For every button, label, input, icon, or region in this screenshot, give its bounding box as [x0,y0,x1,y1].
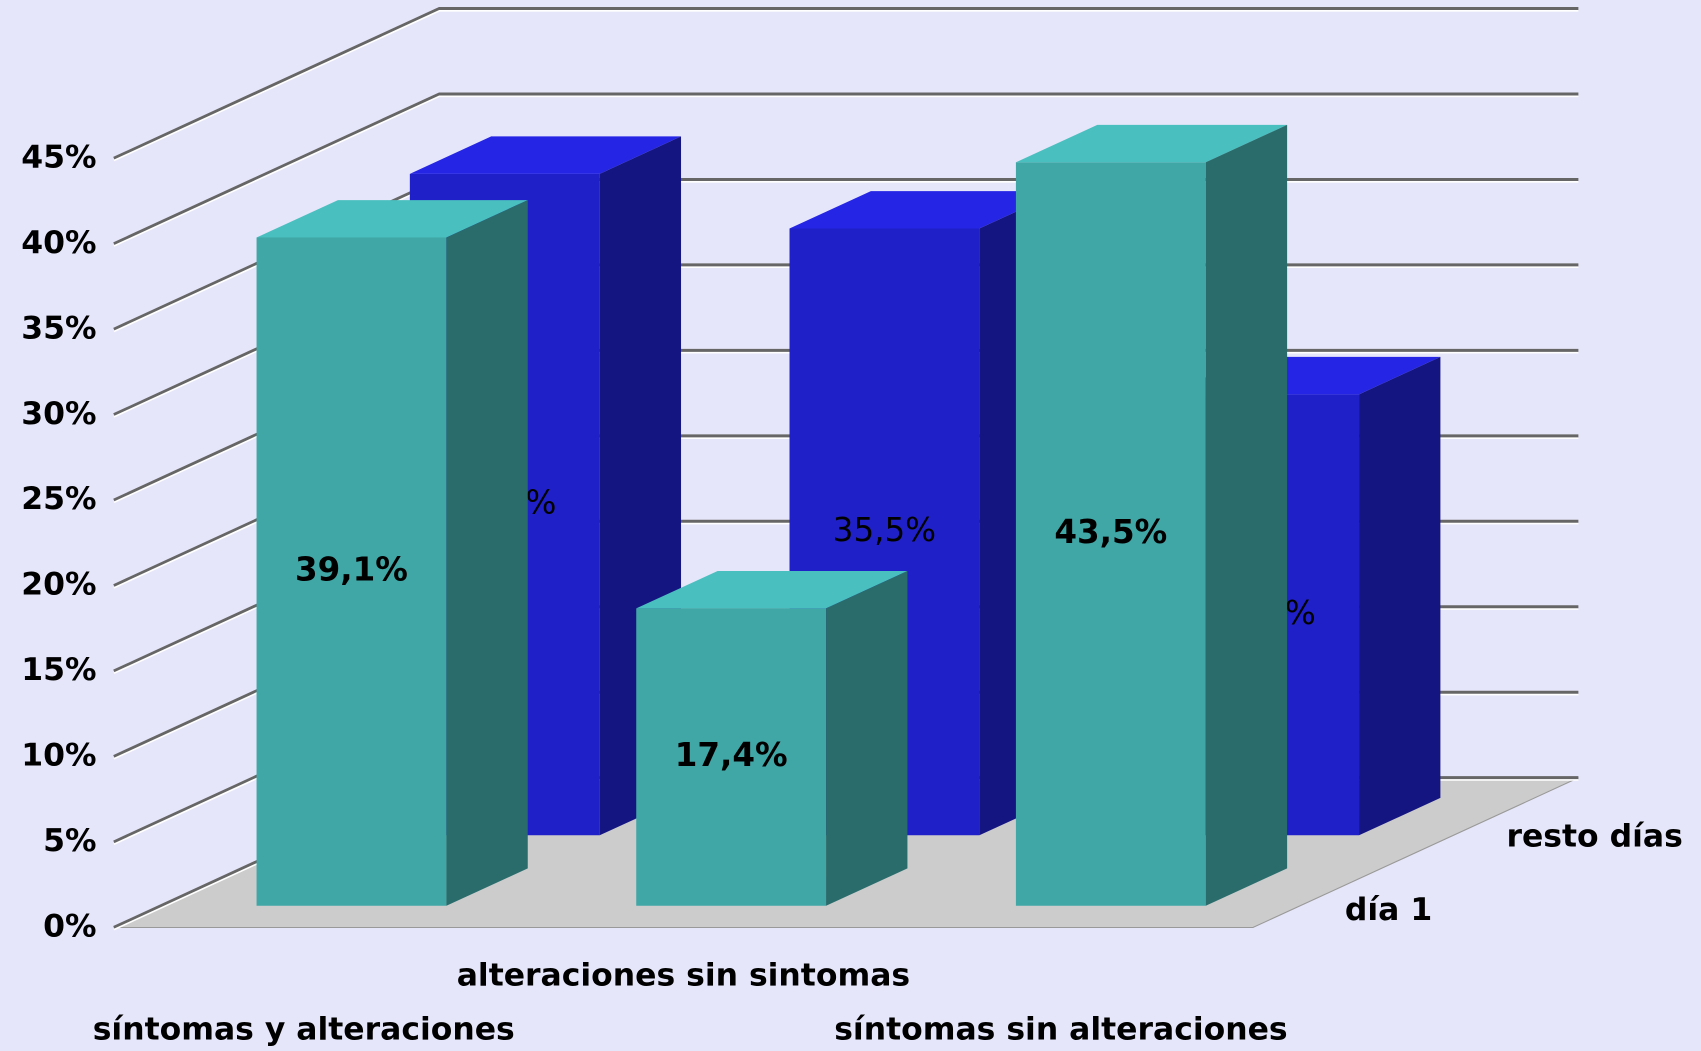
plot: 0%5%10%15%20%25%30%35%40%45%38,7%35,5%25… [21,7,1683,1048]
y-tick-label: 30% [21,396,96,432]
grid-line-highlight [113,95,1579,247]
value-label: 39,1% [295,551,408,589]
bar-top [256,200,528,238]
bar-front [1015,162,1206,906]
bar-top [1015,124,1288,163]
grid-line-highlight [113,10,1579,162]
bar-front [256,237,447,906]
y-tick-label: 5% [43,823,96,859]
legend-label: resto días [1506,818,1682,854]
x-tick-label: síntomas sin alteraciones [834,1012,1287,1048]
bar-side [1359,356,1441,836]
y-tick-label: 45% [21,139,96,175]
bar-side [446,200,528,906]
y-tick-label: 35% [21,310,96,346]
y-tick-label: 25% [21,481,96,517]
grid-line [113,7,1579,160]
y-tick-label: 10% [21,738,96,774]
y-tick-label: 15% [21,652,96,688]
y-tick-label: 20% [21,567,96,603]
value-label: 35,5% [833,511,936,549]
bar-top [789,191,1061,229]
bar-top [636,570,908,609]
bar-top [409,136,682,174]
x-tick-label: alteraciones sin sintomas [457,957,910,993]
legend-label: día 1 [1345,892,1432,928]
grid-line [113,92,1579,246]
value-label: 17,4% [675,736,788,774]
bar-side [826,570,908,906]
bar-side [1205,124,1288,906]
bar-front [636,608,827,906]
value-label: 43,5% [1054,513,1167,551]
y-tick-label: 40% [21,225,96,261]
y-tick-label: 0% [43,909,96,945]
x-tick-label: síntomas y alteraciones [93,1012,515,1048]
